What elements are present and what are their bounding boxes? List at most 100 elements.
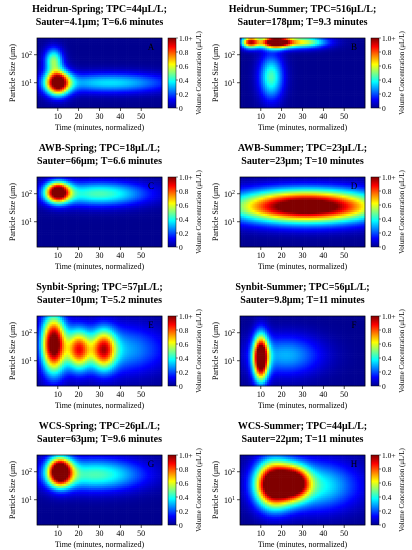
heatmap-cell [62, 101, 65, 105]
heatmap-cell [80, 77, 84, 80]
heatmap-cell [290, 105, 293, 109]
heatmap-cell [39, 60, 42, 64]
heatmap-cell [348, 56, 351, 59]
heatmap-cell [130, 85, 134, 88]
heatmap-cell [59, 179, 63, 182]
heatmap-cell [37, 214, 40, 217]
heatmap-cell [37, 93, 40, 96]
heatmap-cell [298, 83, 301, 86]
heatmap-cell [101, 89, 104, 92]
heatmap-cell [53, 228, 57, 231]
heatmap-cell [132, 101, 136, 105]
heatmap-cell [39, 95, 42, 99]
heatmap-cell [346, 89, 349, 92]
heatmap-cell [66, 177, 69, 180]
heatmap-cell [240, 97, 243, 101]
heatmap-cell [105, 87, 109, 90]
heatmap-cell [279, 99, 282, 103]
heatmap-cell [145, 103, 148, 107]
heatmap-cell [315, 42, 318, 45]
heatmap-cell [285, 91, 289, 94]
heatmap-cell [84, 209, 88, 213]
heatmap-cell [254, 64, 257, 68]
heatmap-cell [323, 95, 326, 99]
heatmap-cell [66, 52, 69, 55]
heatmap-cell [87, 185, 90, 188]
heatmap-cell [103, 54, 107, 57]
heatmap-cell [51, 197, 54, 200]
heatmap-cell [43, 105, 46, 109]
heatmap-cell [287, 44, 291, 47]
heatmap-cell [91, 42, 94, 45]
heatmap-cell [93, 52, 96, 55]
heatmap-cell [72, 214, 75, 217]
heatmap-cell [346, 101, 349, 105]
heatmap-cell [312, 50, 316, 53]
heatmap-cell [256, 103, 260, 107]
heatmap-cell [49, 242, 52, 246]
heatmap-cell [80, 230, 84, 233]
heatmap-cell [64, 42, 67, 45]
heatmap-cell [323, 44, 326, 47]
heatmap-cell [256, 87, 260, 90]
heatmap-cell [294, 66, 297, 70]
heatmap-cell [294, 44, 297, 47]
heatmap-cell [242, 77, 245, 80]
heatmap-cell [51, 64, 54, 68]
heatmap-cell [62, 183, 65, 186]
heatmap-cell [346, 50, 349, 53]
heatmap-cell [62, 230, 65, 233]
heatmap-cell [82, 62, 86, 66]
heatmap-cell [287, 81, 291, 84]
heatmap-cell [39, 230, 42, 233]
heatmap-cell [107, 89, 111, 92]
heatmap-cell [348, 87, 351, 90]
heatmap-cell [310, 38, 314, 41]
heatmap-cell [126, 38, 129, 41]
heatmap-cell [337, 58, 341, 61]
heatmap-cell [143, 60, 146, 64]
heatmap-cell [53, 79, 57, 82]
heatmap-cell [283, 79, 287, 82]
heatmap-cell [68, 218, 71, 221]
colorbar-tick-label: 1.0+ [382, 34, 396, 43]
heatmap-cell [312, 85, 316, 88]
heatmap-cell [39, 44, 42, 47]
heatmap-cell [39, 181, 42, 184]
heatmap-cell [107, 70, 111, 74]
heatmap-cell [49, 238, 52, 242]
heatmap-cell [325, 99, 328, 103]
heatmap-cell [312, 99, 316, 103]
heatmap-cell [246, 75, 249, 78]
heatmap-cell [91, 99, 94, 103]
heatmap-cell [242, 52, 245, 55]
heatmap-cell [78, 50, 82, 53]
heatmap-cell [151, 95, 154, 99]
heatmap-cell [354, 97, 357, 101]
heatmap-cell [137, 81, 140, 84]
heatmap-cell [80, 228, 84, 231]
heatmap-cell [57, 66, 61, 70]
heatmap-cell [145, 83, 148, 86]
heatmap-cell [298, 50, 301, 53]
heatmap-cell [59, 195, 63, 198]
heatmap-cell [45, 40, 48, 43]
heatmap-cell [47, 81, 50, 84]
heatmap-cell [323, 81, 326, 84]
heatmap-cell [145, 46, 148, 49]
heatmap-cell [275, 42, 278, 45]
heatmap-cell [269, 81, 272, 84]
heatmap-cell [358, 38, 362, 41]
heatmap-cell [256, 68, 260, 72]
heatmap-cell [95, 95, 98, 99]
heatmap-cell [360, 93, 364, 96]
heatmap-cell [151, 44, 154, 47]
heatmap-cell [362, 105, 366, 109]
heatmap-cell [269, 87, 272, 90]
heatmap-cell [97, 62, 100, 66]
heatmap-cell [68, 207, 71, 211]
heatmap-cell [105, 77, 109, 80]
heatmap-cell [306, 93, 310, 96]
heatmap-cell [49, 183, 52, 186]
heatmap-cell [329, 75, 332, 78]
